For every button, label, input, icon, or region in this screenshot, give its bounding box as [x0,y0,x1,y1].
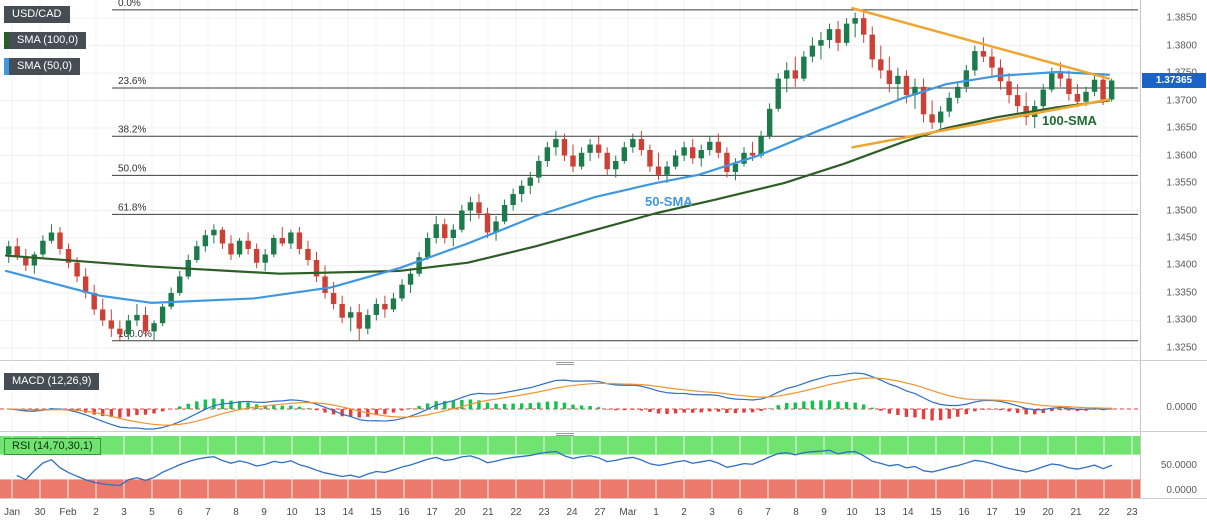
rsi-zero-label: 0.0000 [1166,485,1197,496]
rsi-axis[interactable]: 50.0000 0.0000 [1140,436,1207,498]
time-axis-label: 17 [426,507,438,518]
price-axis-label: 1.3750 [1166,67,1197,79]
fib-level-label: 0.0% [118,0,141,9]
time-axis-label: 3 [121,507,127,518]
wedge-lower-trendline [851,98,1111,149]
time-axis-label: Feb [59,507,77,518]
rsi-overbought-band [0,436,1140,455]
panel-divider [0,431,1207,436]
price-axis-label: 1.3550 [1166,177,1197,189]
time-axis-label: 3 [709,507,715,518]
price-chart-panel[interactable]: 0.0% 23.6% 38.2% 50.0% 61.8% 100.0% USD/CAD S… [0,0,1140,360]
panel-resize-grip[interactable] [556,433,574,436]
price-axis-label: 1.3500 [1166,205,1197,216]
wedge-upper-trendline [851,6,1111,80]
sma-50-badge: SMA (50,0) [4,58,81,75]
time-axis-label: 9 [261,507,267,518]
time-axis-label: 30 [34,507,46,518]
time-axis-label: 8 [793,507,799,518]
rsi-panel[interactable]: RSI (14,70,30,1) [0,436,1140,498]
time-axis-label: 2 [93,507,99,518]
price-axis-label: 1.3700 [1166,95,1197,107]
price-axis[interactable]: 1.37365 1.3850 1.3800 1.3750 1.3700 1.3650 1.… [1140,0,1207,360]
time-axis-label: 19 [1014,507,1026,518]
time-axis-label: 2 [681,507,687,518]
time-axis-label: Mar [619,507,637,518]
fib-level-label: 23.6% [118,76,146,87]
price-axis-label: 1.3250 [1166,342,1197,354]
current-price-tag: 1.37365 [1142,73,1206,88]
rsi-line [16,449,1113,487]
time-axis-label: 13 [874,507,886,518]
macd-canvas[interactable] [0,365,1140,431]
price-axis-label: 1.3850 [1166,12,1197,24]
fib-level-label: 61.8% [118,202,146,213]
macd-badge: MACD (12,26,9) [4,373,100,390]
time-axis-label: 21 [1070,507,1082,518]
sma-100-line [4,99,1111,275]
panel-divider [0,360,1207,365]
fib-level-label: 38.2% [118,124,146,135]
macd-panel[interactable]: MACD (12,26,9) [0,365,1140,431]
time-axis-label: 6 [737,507,743,518]
price-axis-label: 1.3350 [1166,287,1197,299]
price-axis-label: 1.3650 [1166,122,1197,134]
time-axis-label: 7 [765,507,771,518]
macd-zero-label: 0.0000 [1166,402,1197,413]
macd-line [8,372,1113,430]
time-axis-label: 1 [653,507,659,518]
time-axis-label: 22 [1098,507,1110,518]
sma-100-badge: SMA (100,0) [4,32,87,49]
macd-axis[interactable]: 0.0000 [1140,365,1207,431]
time-axis-label: 20 [454,507,466,518]
time-axis-label: 10 [846,507,858,518]
time-axis-label: 27 [594,507,606,518]
time-axis-label: 23 [1126,507,1138,518]
time-axis-label: 17 [986,507,998,518]
time-axis-label: 13 [314,507,326,518]
sma-50-line-label: 50-SMA [645,194,693,209]
rsi-badge: RSI (14,70,30,1) [4,438,101,455]
fib-level-label: 100.0% [118,329,152,340]
rsi-oversold-band [0,479,1140,498]
time-axis[interactable]: Jan 30 Feb 2 3 5 6 7 8 9 10 13 14 15 16 17 20 21 22 23 24 27 M… [0,498,1207,526]
time-axis-label: 5 [149,507,155,518]
time-axis-label: 20 [1042,507,1054,518]
time-axis-label: 9 [821,507,827,518]
time-axis-label: 23 [538,507,550,518]
fib-level-label: 50.0% [118,163,146,174]
price-axis-label: 1.3400 [1166,259,1197,271]
price-axis-label: 1.3800 [1166,40,1197,52]
candles-layer [6,11,1115,342]
sma-100-line-label: 100-SMA [1042,113,1097,128]
symbol-badge: USD/CAD [4,6,70,23]
price-axis-label: 1.3300 [1166,314,1197,326]
price-axis-label: 1.3600 [1166,150,1197,162]
time-axis-label: 22 [510,507,522,518]
time-axis-label: 15 [370,507,382,518]
time-axis-label: 15 [930,507,942,518]
sma-50-line [4,70,1111,304]
time-axis-label: 8 [233,507,239,518]
time-axis-label: 14 [902,507,914,518]
rsi-canvas[interactable] [0,436,1140,498]
macd-histogram [7,398,1114,421]
time-axis-label: 6 [177,507,183,518]
time-axis-label: 16 [958,507,970,518]
time-axis-label: 21 [482,507,494,518]
time-axis-label: Jan [3,507,21,518]
panel-resize-grip[interactable] [556,362,574,365]
time-axis-label: 16 [398,507,410,518]
price-axis-label: 1.3450 [1166,232,1197,244]
rsi-mid-label: 50.0000 [1160,460,1197,471]
time-axis-label: 10 [286,507,298,518]
time-axis-label: 24 [566,507,578,518]
price-chart-canvas[interactable]: 0.0% 23.6% 38.2% 50.0% 61.8% 100.0% [0,0,1140,360]
time-axis-label: 14 [342,507,354,518]
macd-signal-line [8,377,1113,426]
time-axis-label: 7 [205,507,211,518]
indicator-badges: USD/CAD SMA (100,0) SMA (50,0) [4,6,87,84]
